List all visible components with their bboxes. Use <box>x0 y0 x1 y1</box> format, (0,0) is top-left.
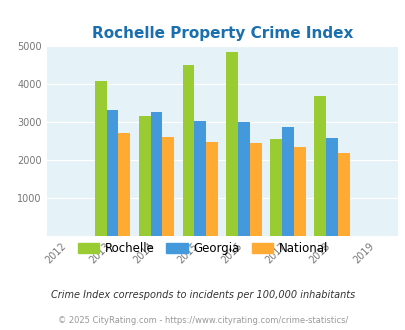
Bar <box>118 133 130 236</box>
Bar <box>281 127 293 236</box>
Bar <box>206 142 217 236</box>
Bar <box>182 65 194 236</box>
Bar <box>94 81 107 236</box>
Bar <box>270 139 281 236</box>
Bar <box>313 96 325 236</box>
Bar <box>107 110 118 236</box>
Legend: Rochelle, Georgia, National: Rochelle, Georgia, National <box>73 237 332 260</box>
Text: © 2025 CityRating.com - https://www.cityrating.com/crime-statistics/: © 2025 CityRating.com - https://www.city… <box>58 315 347 325</box>
Bar <box>249 143 261 236</box>
Bar <box>162 137 174 236</box>
Bar <box>238 122 249 236</box>
Bar <box>325 138 337 236</box>
Bar <box>293 147 305 236</box>
Bar <box>139 116 150 236</box>
Bar <box>150 112 162 236</box>
Bar <box>337 153 349 236</box>
Bar <box>194 121 206 236</box>
Text: Crime Index corresponds to incidents per 100,000 inhabitants: Crime Index corresponds to incidents per… <box>51 290 354 300</box>
Title: Rochelle Property Crime Index: Rochelle Property Crime Index <box>92 26 352 41</box>
Bar <box>226 52 238 236</box>
